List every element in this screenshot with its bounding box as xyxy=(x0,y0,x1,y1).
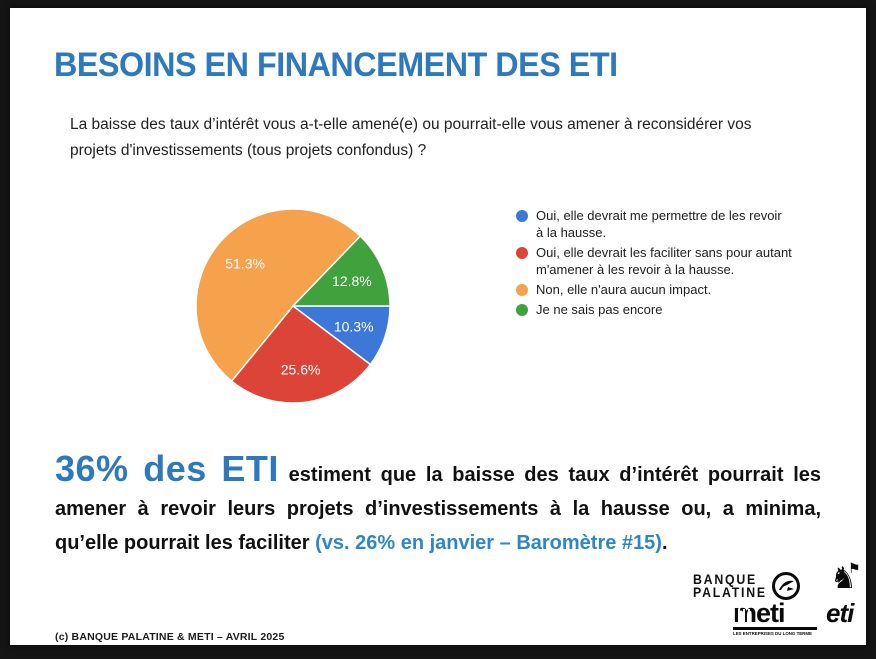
banque-palatine-line1: BANQUE xyxy=(693,571,757,587)
pie-chart: 10.3% 25.6% 51.3% 12.8% xyxy=(187,200,399,412)
statement-line3-period: . xyxy=(661,532,668,554)
pie-chart-svg: 10.3% 25.6% 51.3% 12.8% xyxy=(195,208,391,404)
legend-item: Oui, elle devrait les faciliter sans pou… xyxy=(516,244,792,278)
pie-slice-3 xyxy=(292,235,391,307)
statement-line1-text: estiment que la baisse des taux d’intérê… xyxy=(288,464,822,486)
eti-logo: ⚑ ♞ eti xyxy=(822,560,870,640)
legend-item: Oui, elle devrait me permettre de les re… xyxy=(516,207,792,241)
palatine-emblem-icon xyxy=(771,572,800,600)
pie-label-3: 12.8% xyxy=(332,273,372,289)
banque-palatine-line2: PALATINE xyxy=(693,584,767,600)
meti-stripe-icon xyxy=(743,609,745,625)
slide-title: BESOINS EN FINANCEMENT DES ETI xyxy=(54,46,618,84)
horse-rider-icon: ♞ xyxy=(830,562,857,595)
pie-label-2: 51.3% xyxy=(225,256,265,272)
slide: BESOINS EN FINANCEMENT DES ETI La baisse… xyxy=(10,8,866,645)
banque-palatine-wordmark: BANQUE PALATINE xyxy=(693,571,767,600)
meti-stripe-icon xyxy=(738,609,740,625)
key-finding-statement: 36% des ETI estiment que la baisse des t… xyxy=(55,451,822,560)
legend-label: Non, elle n'aura aucun impact. xyxy=(536,282,712,297)
statement-line3-black: qu’elle pourrait les faciliter xyxy=(55,532,310,554)
pie-label-1: 25.6% xyxy=(281,362,321,378)
meti-tagline-bar xyxy=(733,627,817,630)
meti-logo: meti LES ENTREPRISES DU LONG TERME xyxy=(733,600,825,640)
flag-icon: ⚑ xyxy=(848,560,861,576)
meti-wordmark: meti xyxy=(733,598,825,628)
legend-item: Non, elle n'aura aucun impact. xyxy=(516,281,792,298)
pie-slice-1 xyxy=(230,305,372,404)
banque-palatine-logo: BANQUE PALATINE xyxy=(693,571,801,601)
legend-dot-orange-icon xyxy=(516,283,528,296)
eti-wordmark: eti xyxy=(826,598,854,628)
legend-dot-blue-icon xyxy=(516,209,528,222)
legend-label: Oui, elle devrait les faciliter sans pou… xyxy=(536,245,792,277)
meti-tagline: LES ENTREPRISES DU LONG TERME xyxy=(733,631,812,636)
legend-label: Je ne sais pas encore xyxy=(536,302,663,317)
meti-stripe-icon xyxy=(748,609,750,625)
statement-line-1: 36% des ETI estiment que la baisse des t… xyxy=(55,451,822,492)
statement-line-3: qu’elle pourrait les faciliter (vs. 26% … xyxy=(55,526,821,560)
statement-line-2: amener à revoir leurs projets d’investis… xyxy=(55,498,821,520)
legend-dot-red-icon xyxy=(516,246,528,259)
statement-highlight: 36% des ETI xyxy=(55,448,279,489)
statement-line3-blue: (vs. 26% en janvier – Baromètre #15) xyxy=(315,532,662,554)
legend-label: Oui, elle devrait me permettre de les re… xyxy=(536,208,782,240)
legend-dot-green-icon xyxy=(516,303,528,316)
copyright-footer: (c) BANQUE PALATINE & METI – AVRIL 2025 xyxy=(55,631,285,643)
survey-question: La baisse des taux d’intérêt vous a-t-el… xyxy=(70,116,752,159)
meti-text: meti xyxy=(733,598,786,628)
legend-item: Je ne sais pas encore xyxy=(516,301,792,318)
pie-slice-2 xyxy=(195,208,362,382)
pie-label-0: 10.3% xyxy=(334,318,374,334)
chart-legend: Oui, elle devrait me permettre de les re… xyxy=(516,207,792,321)
